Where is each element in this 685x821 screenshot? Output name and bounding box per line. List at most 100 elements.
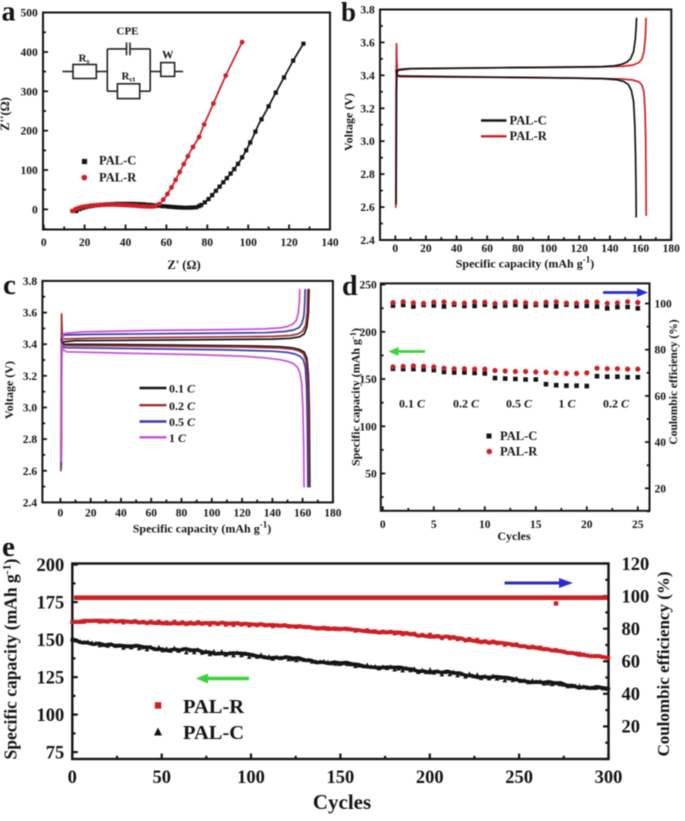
svg-text:Rs: Rs	[79, 53, 90, 66]
svg-text:50: 50	[365, 469, 377, 481]
svg-text:120: 120	[622, 555, 650, 575]
svg-text:40: 40	[115, 508, 127, 520]
svg-text:100: 100	[20, 165, 38, 177]
svg-text:60: 60	[145, 508, 157, 520]
svg-text:120: 120	[571, 243, 589, 255]
svg-text:100: 100	[540, 243, 558, 255]
svg-text:40: 40	[451, 243, 463, 255]
svg-text:150: 150	[37, 631, 65, 651]
svg-text:250: 250	[360, 280, 378, 292]
svg-text:3.6: 3.6	[360, 37, 375, 49]
svg-text:100: 100	[240, 237, 258, 249]
svg-text:2.4: 2.4	[360, 235, 375, 247]
svg-text:PAL-R: PAL-R	[183, 696, 244, 718]
svg-text:0: 0	[32, 204, 38, 216]
svg-text:1 C: 1 C	[558, 397, 576, 411]
svg-text:180: 180	[324, 508, 342, 520]
svg-text:100: 100	[655, 299, 673, 311]
svg-text:80: 80	[622, 620, 641, 640]
svg-text:0: 0	[380, 519, 386, 531]
svg-text:3.2: 3.2	[360, 103, 375, 115]
svg-text:b: b	[341, 0, 356, 27]
svg-text:PAL-R: PAL-R	[500, 444, 538, 458]
svg-text:20: 20	[85, 508, 97, 520]
svg-text:3.8: 3.8	[360, 5, 375, 17]
svg-text:0.2 C: 0.2 C	[603, 397, 630, 411]
svg-text:0.5 C: 0.5 C	[169, 415, 196, 429]
svg-text:175: 175	[37, 593, 65, 613]
svg-text:300: 300	[595, 768, 623, 788]
svg-text:3.4: 3.4	[23, 339, 38, 351]
svg-text:Voltage (V): Voltage (V)	[342, 93, 356, 151]
svg-text:180: 180	[663, 243, 681, 255]
svg-text:0: 0	[392, 243, 398, 255]
svg-text:Voltage (V): Voltage (V)	[2, 361, 16, 419]
svg-text:200: 200	[20, 126, 38, 138]
svg-text:200: 200	[37, 556, 65, 576]
svg-text:PAL-R: PAL-R	[99, 170, 137, 184]
svg-text:20: 20	[79, 237, 91, 249]
svg-text:0.1 C: 0.1 C	[169, 382, 196, 396]
svg-text:PAL-C: PAL-C	[510, 113, 547, 127]
svg-text:0: 0	[58, 508, 64, 520]
svg-text:140: 140	[264, 508, 282, 520]
svg-text:0: 0	[68, 768, 77, 788]
svg-text:80: 80	[202, 237, 214, 249]
svg-text:100: 100	[360, 421, 378, 433]
svg-text:5: 5	[431, 519, 437, 531]
svg-text:a: a	[2, 0, 16, 28]
svg-text:PAL-C: PAL-C	[99, 154, 136, 168]
svg-text:3.2: 3.2	[23, 371, 38, 383]
svg-text:PAL-C: PAL-C	[500, 429, 537, 443]
svg-text:W: W	[162, 50, 174, 62]
svg-text:CPE: CPE	[117, 26, 139, 38]
svg-text:2.8: 2.8	[23, 434, 38, 446]
svg-text:150: 150	[360, 374, 378, 386]
svg-text:20: 20	[622, 718, 641, 738]
svg-text:75: 75	[46, 743, 65, 763]
svg-text:2.6: 2.6	[23, 466, 38, 478]
svg-text:25: 25	[632, 519, 644, 531]
svg-text:3.6: 3.6	[23, 308, 38, 320]
svg-text:Z' (Ω): Z' (Ω)	[167, 258, 200, 272]
svg-text:150: 150	[327, 768, 355, 788]
svg-text:Specific capacity (mAh g-1): Specific capacity (mAh g-1)	[0, 558, 21, 759]
svg-text:Specific capacity (mAh g-1): Specific capacity (mAh g-1)	[348, 328, 363, 466]
svg-text:80: 80	[176, 508, 188, 520]
svg-text:60: 60	[622, 653, 641, 673]
svg-text:c: c	[3, 269, 16, 301]
svg-text:40: 40	[622, 685, 641, 705]
svg-text:PAL-R: PAL-R	[510, 129, 548, 143]
svg-text:0.2 C: 0.2 C	[453, 397, 480, 411]
svg-text:100: 100	[37, 706, 65, 726]
svg-text:60: 60	[655, 391, 667, 403]
svg-text:140: 140	[321, 237, 339, 249]
svg-text:300: 300	[20, 86, 38, 98]
svg-text:80: 80	[512, 243, 524, 255]
svg-text:10: 10	[479, 519, 491, 531]
svg-text:e: e	[2, 531, 15, 563]
svg-text:Z''(Ω): Z''(Ω)	[0, 97, 12, 131]
svg-text:20: 20	[581, 519, 593, 531]
svg-text:PAL-C: PAL-C	[183, 722, 244, 744]
svg-text:0.1 C: 0.1 C	[399, 397, 426, 411]
svg-text:0.2 C: 0.2 C	[169, 399, 196, 413]
svg-text:3.4: 3.4	[360, 70, 375, 82]
svg-text:80: 80	[655, 345, 667, 357]
svg-text:2.6: 2.6	[360, 202, 375, 214]
svg-text:Coulombic efficiency (%): Coulombic efficiency (%)	[654, 571, 673, 756]
svg-text:200: 200	[360, 327, 378, 339]
svg-text:d: d	[342, 271, 358, 302]
svg-text:Coulombic efficiency (%): Coulombic efficiency (%)	[668, 319, 680, 444]
svg-text:100: 100	[237, 768, 265, 788]
svg-text:400: 400	[20, 47, 38, 59]
svg-text:120: 120	[233, 508, 251, 520]
svg-text:0.5 C: 0.5 C	[506, 397, 533, 411]
svg-text:200: 200	[416, 768, 444, 788]
svg-text:3.0: 3.0	[360, 136, 375, 148]
svg-text:100: 100	[622, 587, 650, 607]
svg-text:40: 40	[655, 437, 667, 449]
svg-text:120: 120	[280, 237, 298, 249]
svg-text:15: 15	[530, 519, 542, 531]
svg-text:140: 140	[601, 243, 619, 255]
